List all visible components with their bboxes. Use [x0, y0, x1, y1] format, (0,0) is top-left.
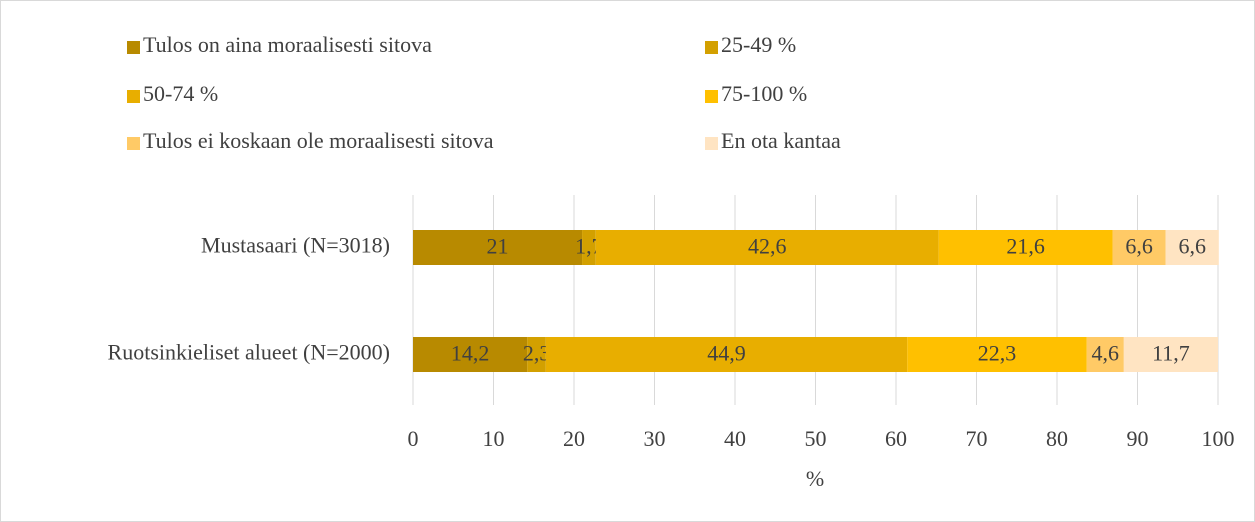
- y-tick-label: Ruotsinkieliset alueet (N=2000): [108, 340, 390, 365]
- data-label: 14,2: [451, 341, 490, 366]
- bar-segment: [595, 230, 939, 265]
- data-label: 11,7: [1152, 341, 1190, 366]
- data-label: 22,3: [978, 341, 1017, 366]
- bar-segment: [1123, 337, 1218, 372]
- bar-segment: [582, 230, 596, 265]
- bar-segment: [938, 230, 1113, 265]
- bar-segment: [545, 337, 908, 372]
- x-tick-label: 0: [408, 426, 419, 451]
- legend-label: Tulos ei koskaan ole moraalisesti sitova: [143, 128, 494, 153]
- legend-label: 25-49 %: [721, 32, 796, 57]
- data-label: 6,6: [1125, 234, 1153, 259]
- data-label: 44,9: [707, 341, 746, 366]
- legend-swatch: [705, 90, 718, 103]
- bar-segment: [413, 337, 528, 372]
- data-label: 21,6: [1006, 234, 1045, 259]
- x-tick-label: 10: [483, 426, 505, 451]
- x-axis-label: %: [806, 466, 824, 491]
- bar-segment: [1165, 230, 1219, 265]
- legend-label: 50-74 %: [143, 81, 218, 106]
- bar-segment: [413, 230, 583, 265]
- data-label: 6,6: [1178, 234, 1206, 259]
- bar-segment: [1112, 230, 1166, 265]
- legend-label: En ota kantaa: [721, 128, 841, 153]
- bar-segment: [907, 337, 1087, 372]
- x-tick-label: 100: [1202, 426, 1235, 451]
- x-tick-label: 80: [1046, 426, 1068, 451]
- legend-swatch: [127, 90, 140, 103]
- legend-swatch: [127, 137, 140, 150]
- legend-label: Tulos on aina moraalisesti sitova: [143, 32, 432, 57]
- x-tick-label: 40: [724, 426, 746, 451]
- data-label: 42,6: [748, 234, 787, 259]
- data-label: 4,6: [1092, 341, 1120, 366]
- x-tick-label: 30: [644, 426, 666, 451]
- legend-swatch: [127, 41, 140, 54]
- bar-segment: [527, 337, 546, 372]
- legend-swatch: [705, 41, 718, 54]
- data-label: 2,3: [523, 341, 551, 366]
- x-tick-label: 60: [885, 426, 907, 451]
- x-tick-label: 20: [563, 426, 585, 451]
- bar-segment: [1086, 337, 1124, 372]
- x-tick-label: 50: [805, 426, 827, 451]
- y-tick-label: Mustasaari (N=3018): [201, 233, 390, 258]
- legend-swatch: [705, 137, 718, 150]
- x-tick-label: 70: [966, 426, 988, 451]
- x-tick-label: 90: [1127, 426, 1149, 451]
- legend-label: 75-100 %: [721, 81, 807, 106]
- data-label: 21: [487, 234, 509, 259]
